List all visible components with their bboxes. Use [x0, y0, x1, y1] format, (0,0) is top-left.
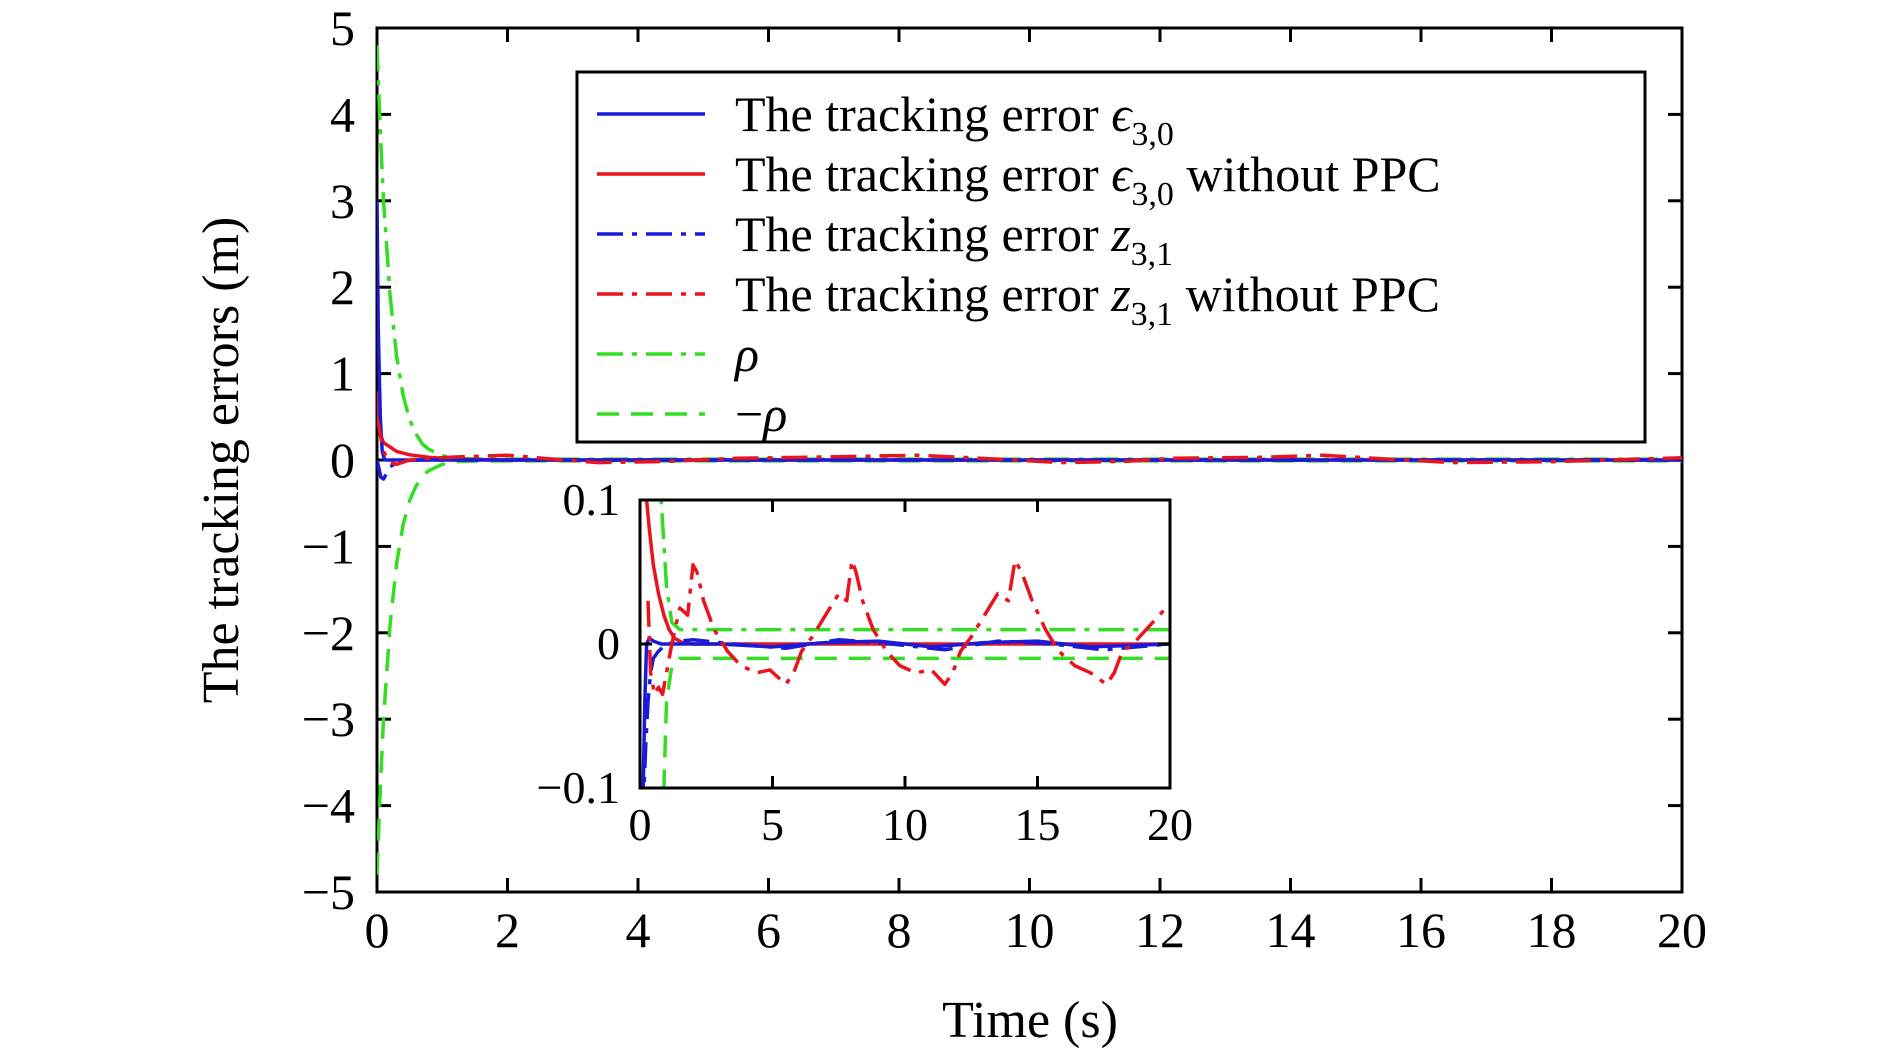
main-x-tick-label: 18 [1527, 902, 1577, 958]
legend-label-subscript: 3,1 [1131, 296, 1174, 333]
main-y-tick-label: −1 [302, 518, 355, 574]
legend-label-eps: The tracking error ϵ3,0 [735, 86, 1174, 153]
legend-label-suffix: without PPC [1174, 146, 1441, 202]
legend-label-neg-rho: −ρ [735, 386, 787, 442]
main-series [377, 45, 1682, 875]
main-y-tick-label: 5 [330, 0, 355, 56]
main-x-tick-label: 14 [1266, 902, 1316, 958]
main-y-tick-label: 4 [330, 86, 355, 142]
inset-series-neg-rho [661, 656, 1170, 788]
main-y-tick-label: −2 [302, 605, 355, 661]
legend-label-suffix: without PPC [1173, 266, 1440, 322]
legend-label-z: The tracking error z3,1 [735, 206, 1173, 273]
legend-label-prefix: The tracking error [735, 146, 1111, 202]
legend-label-rho: ρ [733, 326, 759, 382]
main-series-z [377, 458, 1682, 481]
inset-series-z-noppc [646, 558, 1170, 697]
legend-label-symbol: ϵ [1111, 86, 1133, 142]
inset-x-tick-label: 15 [1015, 799, 1061, 850]
legend-box [575, 70, 1647, 444]
main-y-tick-label: −3 [302, 691, 355, 747]
y-axis-title: The tracking errors (m) [193, 217, 250, 704]
inset-series-rho [659, 500, 1170, 632]
main-x-tick-label: 16 [1396, 902, 1446, 958]
main-x-tick-label: 0 [365, 902, 390, 958]
main-ticks [375, 26, 1684, 894]
main-y-tick-label: 1 [330, 346, 355, 402]
inset-x-tick-labels: 0 5 10 15 20 [629, 799, 1194, 850]
inset-x-tick-label: 0 [629, 799, 652, 850]
inset-x-tick-label: 20 [1147, 799, 1193, 850]
legend-label-symbol: ρ [761, 386, 787, 442]
inset-series-z [642, 637, 1170, 788]
legend-label-symbol: ρ [733, 326, 759, 382]
main-x-tick-label: 4 [626, 902, 651, 958]
legend-label-prefix: The tracking error [735, 86, 1111, 142]
main-y-tick-label: −5 [302, 864, 355, 920]
legend-label-prefix: The tracking error [735, 266, 1111, 322]
inset-plot: 0 5 10 15 20 0.10−0.1 [537, 474, 1194, 850]
legend-label-symbol: z [1110, 266, 1130, 322]
main-x-tick-labels: 0 2 4 6 8 10 12 14 16 18 20 [365, 902, 1708, 958]
legend-label-subscript: 3,0 [1131, 176, 1174, 213]
main-x-tick-label: 6 [756, 902, 781, 958]
main-series-z-noppc [377, 416, 1682, 467]
legend-label-symbol: z [1110, 206, 1130, 262]
inset-y-tick-label: 0 [597, 618, 620, 669]
inset-series [641, 500, 1170, 788]
inset-x-tick-label: 5 [761, 799, 784, 850]
main-y-tick-labels: 5 4 3 2 1 0 −1 −2 −3 −4 −5 [302, 0, 355, 920]
legend-label-subscript: 3,0 [1131, 116, 1174, 153]
inset-y-tick-labels: 0.1 0 −0.1 [537, 474, 620, 813]
main-x-tick-label: 10 [1005, 902, 1055, 958]
legend-label-prefix: The tracking error [735, 206, 1111, 262]
inset-y-tick-label: −0.1 [537, 762, 620, 813]
main-x-tick-label: 20 [1657, 902, 1707, 958]
main-y-tick-label: 0 [330, 432, 355, 488]
legend-label-eps-noppc: The tracking error ϵ3,0 without PPC [735, 146, 1441, 213]
legend-label-subscript: 3,1 [1131, 236, 1174, 273]
inset-x-tick-label: 10 [882, 799, 928, 850]
main-x-tick-label: 2 [495, 902, 520, 958]
x-axis-title: Time (s) [942, 992, 1118, 1049]
legend-label-symbol: ϵ [1111, 146, 1133, 202]
main-x-tick-label: 8 [887, 902, 912, 958]
main-y-tick-label: 3 [330, 173, 355, 229]
inset-ticks [638, 498, 1172, 790]
main-y-tick-label: 2 [330, 259, 355, 315]
main-y-tick-label: −4 [302, 778, 355, 834]
inset-y-tick-label: 0.1 [563, 474, 621, 525]
main-x-tick-label: 12 [1135, 902, 1185, 958]
legend-label-z-noppc: The tracking error z3,1 without PPC [735, 266, 1440, 333]
legend-label-prefix: − [735, 386, 763, 442]
